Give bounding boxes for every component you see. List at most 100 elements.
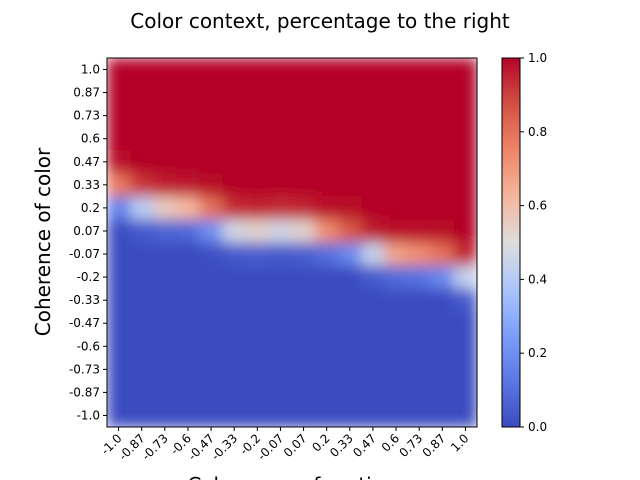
heatmap-cell — [153, 288, 177, 313]
heatmap-cell — [384, 242, 409, 267]
heatmap-cell — [292, 265, 316, 290]
heatmap-cell — [384, 127, 409, 151]
heatmap-cell — [384, 265, 409, 290]
heatmap-cell — [130, 196, 154, 220]
heatmap-cell — [153, 173, 177, 197]
heatmap-cell — [315, 242, 339, 267]
heatmap-cell — [315, 403, 339, 427]
heatmap-cell — [315, 288, 339, 313]
heatmap-cell — [384, 150, 409, 174]
heatmap-cell — [453, 311, 477, 336]
heatmap-cell — [107, 311, 131, 336]
heatmap-cell — [453, 81, 477, 105]
y-tick-label: 1.0 — [81, 63, 100, 77]
heatmap-cell — [430, 265, 455, 290]
heatmap-cell — [338, 150, 362, 174]
heatmap-cell — [153, 265, 177, 290]
heatmap-cell — [176, 196, 200, 220]
heatmap-cell — [153, 219, 177, 243]
heatmap-cell — [453, 265, 477, 290]
heatmap-cell — [107, 380, 131, 405]
heatmap-cell — [268, 173, 293, 197]
heatmap-cell — [453, 127, 477, 151]
heatmap-cell — [107, 357, 131, 382]
heatmap-cell — [407, 219, 432, 243]
heatmap-cell — [130, 288, 154, 313]
heatmap-cell — [107, 127, 131, 151]
heatmap-cell — [338, 311, 362, 336]
heatmap-cell — [153, 150, 177, 174]
colorbar-tick-label: 0.2 — [528, 346, 547, 360]
heatmap-cell — [268, 380, 293, 405]
heatmap-cell — [268, 403, 293, 427]
heatmap-cell — [430, 242, 455, 267]
heatmap-cell — [176, 150, 200, 174]
heatmap-cell — [222, 219, 247, 243]
heatmap-cell — [407, 58, 432, 82]
heatmap-cell — [199, 265, 224, 290]
heatmap-cell — [176, 58, 200, 82]
heatmap-cell — [222, 311, 247, 336]
heatmap-cell — [361, 311, 385, 336]
heatmap-cell — [338, 104, 362, 128]
heatmap-cell — [199, 242, 224, 267]
heatmap-cell — [130, 219, 154, 243]
heatmap-cell — [361, 334, 385, 359]
heatmap-cell — [361, 150, 385, 174]
heatmap-cell — [453, 173, 477, 197]
heatmap-cell — [315, 380, 339, 405]
x-tick-label: 1.0 — [448, 431, 471, 454]
heatmap-cell — [153, 127, 177, 151]
y-tick-label: 0.87 — [73, 86, 100, 100]
y-tick-label: -0.2 — [77, 270, 100, 284]
heatmap-cell — [130, 81, 154, 105]
heatmap-cell — [384, 380, 409, 405]
heatmap-cell — [268, 104, 293, 128]
heatmap-cell — [338, 242, 362, 267]
heatmap-cell — [199, 334, 224, 359]
chart-title: Color context, percentage to the right — [130, 9, 510, 33]
heatmap-cell — [153, 58, 177, 82]
y-tick-label: 0.47 — [73, 155, 100, 169]
heatmap-cell — [153, 104, 177, 128]
x-tick-label: -0.33 — [208, 431, 240, 463]
heatmap-cell — [153, 81, 177, 105]
heatmap-cell — [453, 58, 477, 82]
heatmap-cell — [107, 150, 131, 174]
colorbar-tick-label: 0.0 — [528, 420, 547, 434]
heatmap-cell — [292, 380, 316, 405]
heatmap-cell — [130, 242, 154, 267]
heatmap-cell — [268, 265, 293, 290]
heatmap-cell — [361, 219, 385, 243]
heatmap-cell — [176, 104, 200, 128]
heatmap-cell — [107, 242, 131, 267]
heatmap-cell — [430, 104, 455, 128]
heatmap-cell — [176, 242, 200, 267]
heatmap-cell — [430, 288, 455, 313]
y-tick-label: 0.73 — [73, 109, 100, 123]
heatmap-cell — [222, 265, 247, 290]
heatmap-cell — [176, 173, 200, 197]
heatmap-cell — [430, 150, 455, 174]
heatmap-cell — [268, 127, 293, 151]
y-tick-label: 0.6 — [81, 132, 100, 146]
heatmap-cell — [245, 288, 270, 313]
heatmap-cell — [361, 58, 385, 82]
heatmap-cell — [199, 196, 224, 220]
heatmap-cell — [245, 104, 270, 128]
heatmap-cell — [430, 334, 455, 359]
y-tick-label: -0.6 — [77, 339, 100, 353]
heatmap-cell — [384, 403, 409, 427]
heatmap-cell — [338, 196, 362, 220]
heatmap-cell — [384, 104, 409, 128]
heatmap-cell — [245, 58, 270, 82]
heatmap-cell — [199, 311, 224, 336]
heatmap-cell — [268, 81, 293, 105]
heatmap-cell — [222, 288, 247, 313]
heatmap-cell — [199, 104, 224, 128]
heatmap-cell — [361, 104, 385, 128]
heatmap-cell — [292, 58, 316, 82]
heatmap-cell — [107, 219, 131, 243]
heatmap-cell — [315, 58, 339, 82]
heatmap-cell — [222, 127, 247, 151]
